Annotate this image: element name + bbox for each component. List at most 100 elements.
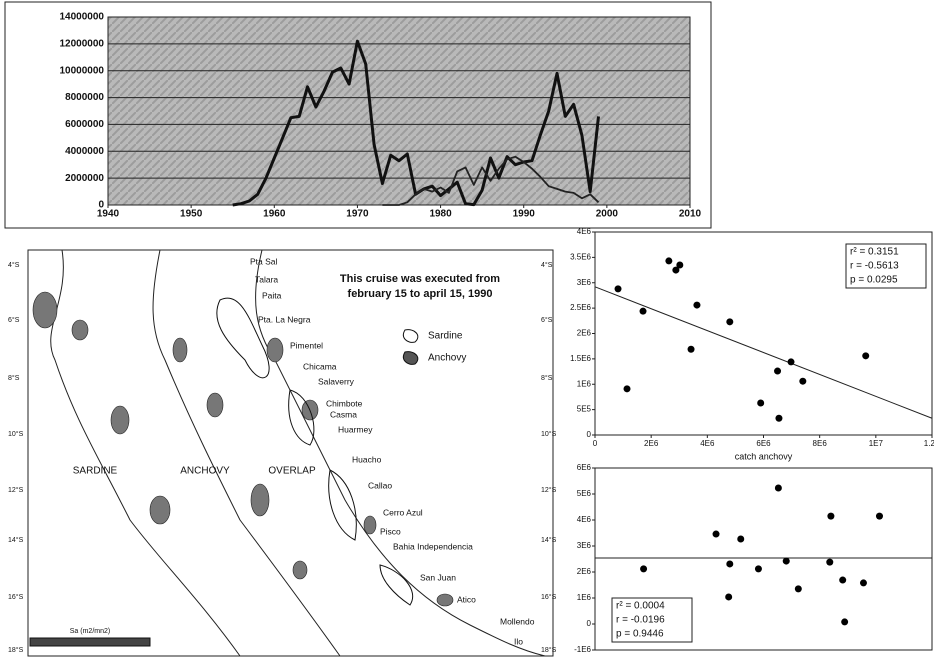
- latitude-label: 16°S: [8, 593, 24, 601]
- y-tick-label: 4E6: [577, 515, 592, 524]
- place-label: San Juan: [420, 572, 456, 582]
- stats-text: r² = 0.3151: [850, 247, 899, 258]
- stats-box: [611, 597, 693, 643]
- point: [794, 585, 802, 593]
- y-tick-label: 1.5E6: [570, 354, 591, 363]
- latitude-label: 16°S: [541, 593, 557, 601]
- y-tick-label: 3E6: [577, 278, 592, 287]
- panel-label: ANCHOVY: [180, 466, 230, 477]
- point: [787, 358, 795, 366]
- place-label: Bahia Independencia: [393, 541, 473, 551]
- point: [754, 565, 762, 573]
- place-label: Cerro Azul: [383, 507, 423, 517]
- place-label: Callao: [368, 480, 392, 490]
- y-tick-label: -1E6: [574, 645, 591, 654]
- point: [827, 512, 835, 520]
- x-tick-label: 1.2E: [924, 439, 934, 448]
- latitude-label: 18°S: [541, 646, 557, 654]
- latitude-label: 18°S: [8, 646, 24, 654]
- point: [782, 557, 790, 565]
- legend-sardine-swatch: [402, 329, 419, 343]
- point: [726, 560, 734, 568]
- place-label: Pimentel: [290, 340, 323, 350]
- point: [672, 266, 680, 274]
- x-tick-label: 6E6: [756, 439, 771, 448]
- y-tick-label: 4E6: [577, 227, 592, 236]
- place-label: Casma: [330, 409, 357, 419]
- latitude-label: 14°S: [541, 536, 557, 544]
- x-axis-label: catch anchovy: [735, 451, 793, 461]
- latitude-label: 8°S: [8, 374, 20, 382]
- point: [639, 307, 647, 315]
- legend-label: Anchovy: [428, 353, 466, 364]
- latitude-label: 10°S: [541, 430, 557, 438]
- x-tick-label: 0: [593, 439, 598, 448]
- x-tick-label: 1990: [513, 209, 536, 220]
- latitude-label: 14°S: [8, 536, 24, 544]
- x-tick-label: 1960: [263, 209, 286, 220]
- point: [841, 618, 849, 626]
- point: [693, 301, 701, 309]
- point: [623, 385, 631, 393]
- point: [712, 530, 720, 538]
- y-tick-label: 0: [587, 430, 592, 439]
- y-tick-label: 12000000: [60, 38, 105, 49]
- point: [640, 565, 648, 573]
- legend-label: Sardine: [428, 331, 463, 342]
- y-tick-label: 10000000: [60, 65, 105, 76]
- y-tick-label: 3.5E6: [570, 252, 591, 261]
- latitude-label: 8°S: [541, 374, 553, 382]
- point: [774, 367, 782, 375]
- place-label: Paita: [262, 290, 282, 300]
- place-label: Talara: [255, 274, 278, 284]
- place-label: Pisco: [380, 526, 401, 536]
- x-tick-label: 1980: [429, 209, 452, 220]
- panel-label: OVERLAP: [268, 466, 316, 477]
- y-tick-label: 6E6: [577, 463, 592, 472]
- latitude-label: 10°S: [8, 430, 24, 438]
- plot-area: [107, 16, 691, 206]
- latitude-label: 4°S: [8, 261, 20, 269]
- x-tick-label: 4E6: [700, 439, 715, 448]
- x-tick-label: 1940: [97, 209, 120, 220]
- latitude-label: 6°S: [541, 316, 553, 324]
- place-label: Huacho: [352, 454, 382, 464]
- x-tick-label: 2010: [679, 209, 702, 220]
- place-label: Huarmey: [338, 424, 373, 434]
- point: [726, 318, 734, 326]
- place-label: Atico: [457, 594, 476, 604]
- panel-label: SARDINE: [73, 466, 118, 477]
- point: [799, 377, 807, 385]
- point: [859, 579, 867, 587]
- map-title: february 15 to april 15, 1990: [348, 288, 493, 300]
- scale-label: Sa (m2/mn2): [70, 628, 110, 635]
- x-tick-label: 2E6: [644, 439, 659, 448]
- y-tick-label: 1E6: [577, 379, 592, 388]
- x-tick-label: 2000: [596, 209, 619, 220]
- point: [676, 261, 684, 269]
- y-tick-label: 14000000: [60, 12, 105, 23]
- y-tick-label: 2.5E6: [570, 303, 591, 312]
- latitude-label: 12°S: [541, 486, 557, 494]
- place-label: Pta Sal: [250, 256, 278, 266]
- point: [687, 345, 695, 353]
- legend-anchovy-swatch: [402, 351, 419, 365]
- stats-text: r² = 0.0004: [616, 601, 665, 612]
- y-tick-label: 3E6: [577, 541, 592, 550]
- point: [775, 414, 783, 422]
- fit-line: [594, 286, 933, 419]
- stats-text: r = -0.0196: [616, 615, 665, 626]
- x-tick-label: 1E7: [869, 439, 884, 448]
- point: [725, 593, 733, 601]
- map-title: This cruise was executed from: [340, 273, 500, 285]
- point: [665, 257, 673, 265]
- point: [774, 484, 782, 492]
- latitude-label: 6°S: [8, 316, 20, 324]
- place-label: Mollendo: [500, 616, 535, 626]
- y-tick-label: 2000000: [65, 173, 104, 184]
- y-tick-label: 5E6: [577, 489, 592, 498]
- y-tick-label: 2E6: [577, 567, 592, 576]
- y-tick-label: 4000000: [65, 146, 104, 157]
- place-label: Ilo: [514, 636, 523, 646]
- top-frame: [4, 1, 712, 229]
